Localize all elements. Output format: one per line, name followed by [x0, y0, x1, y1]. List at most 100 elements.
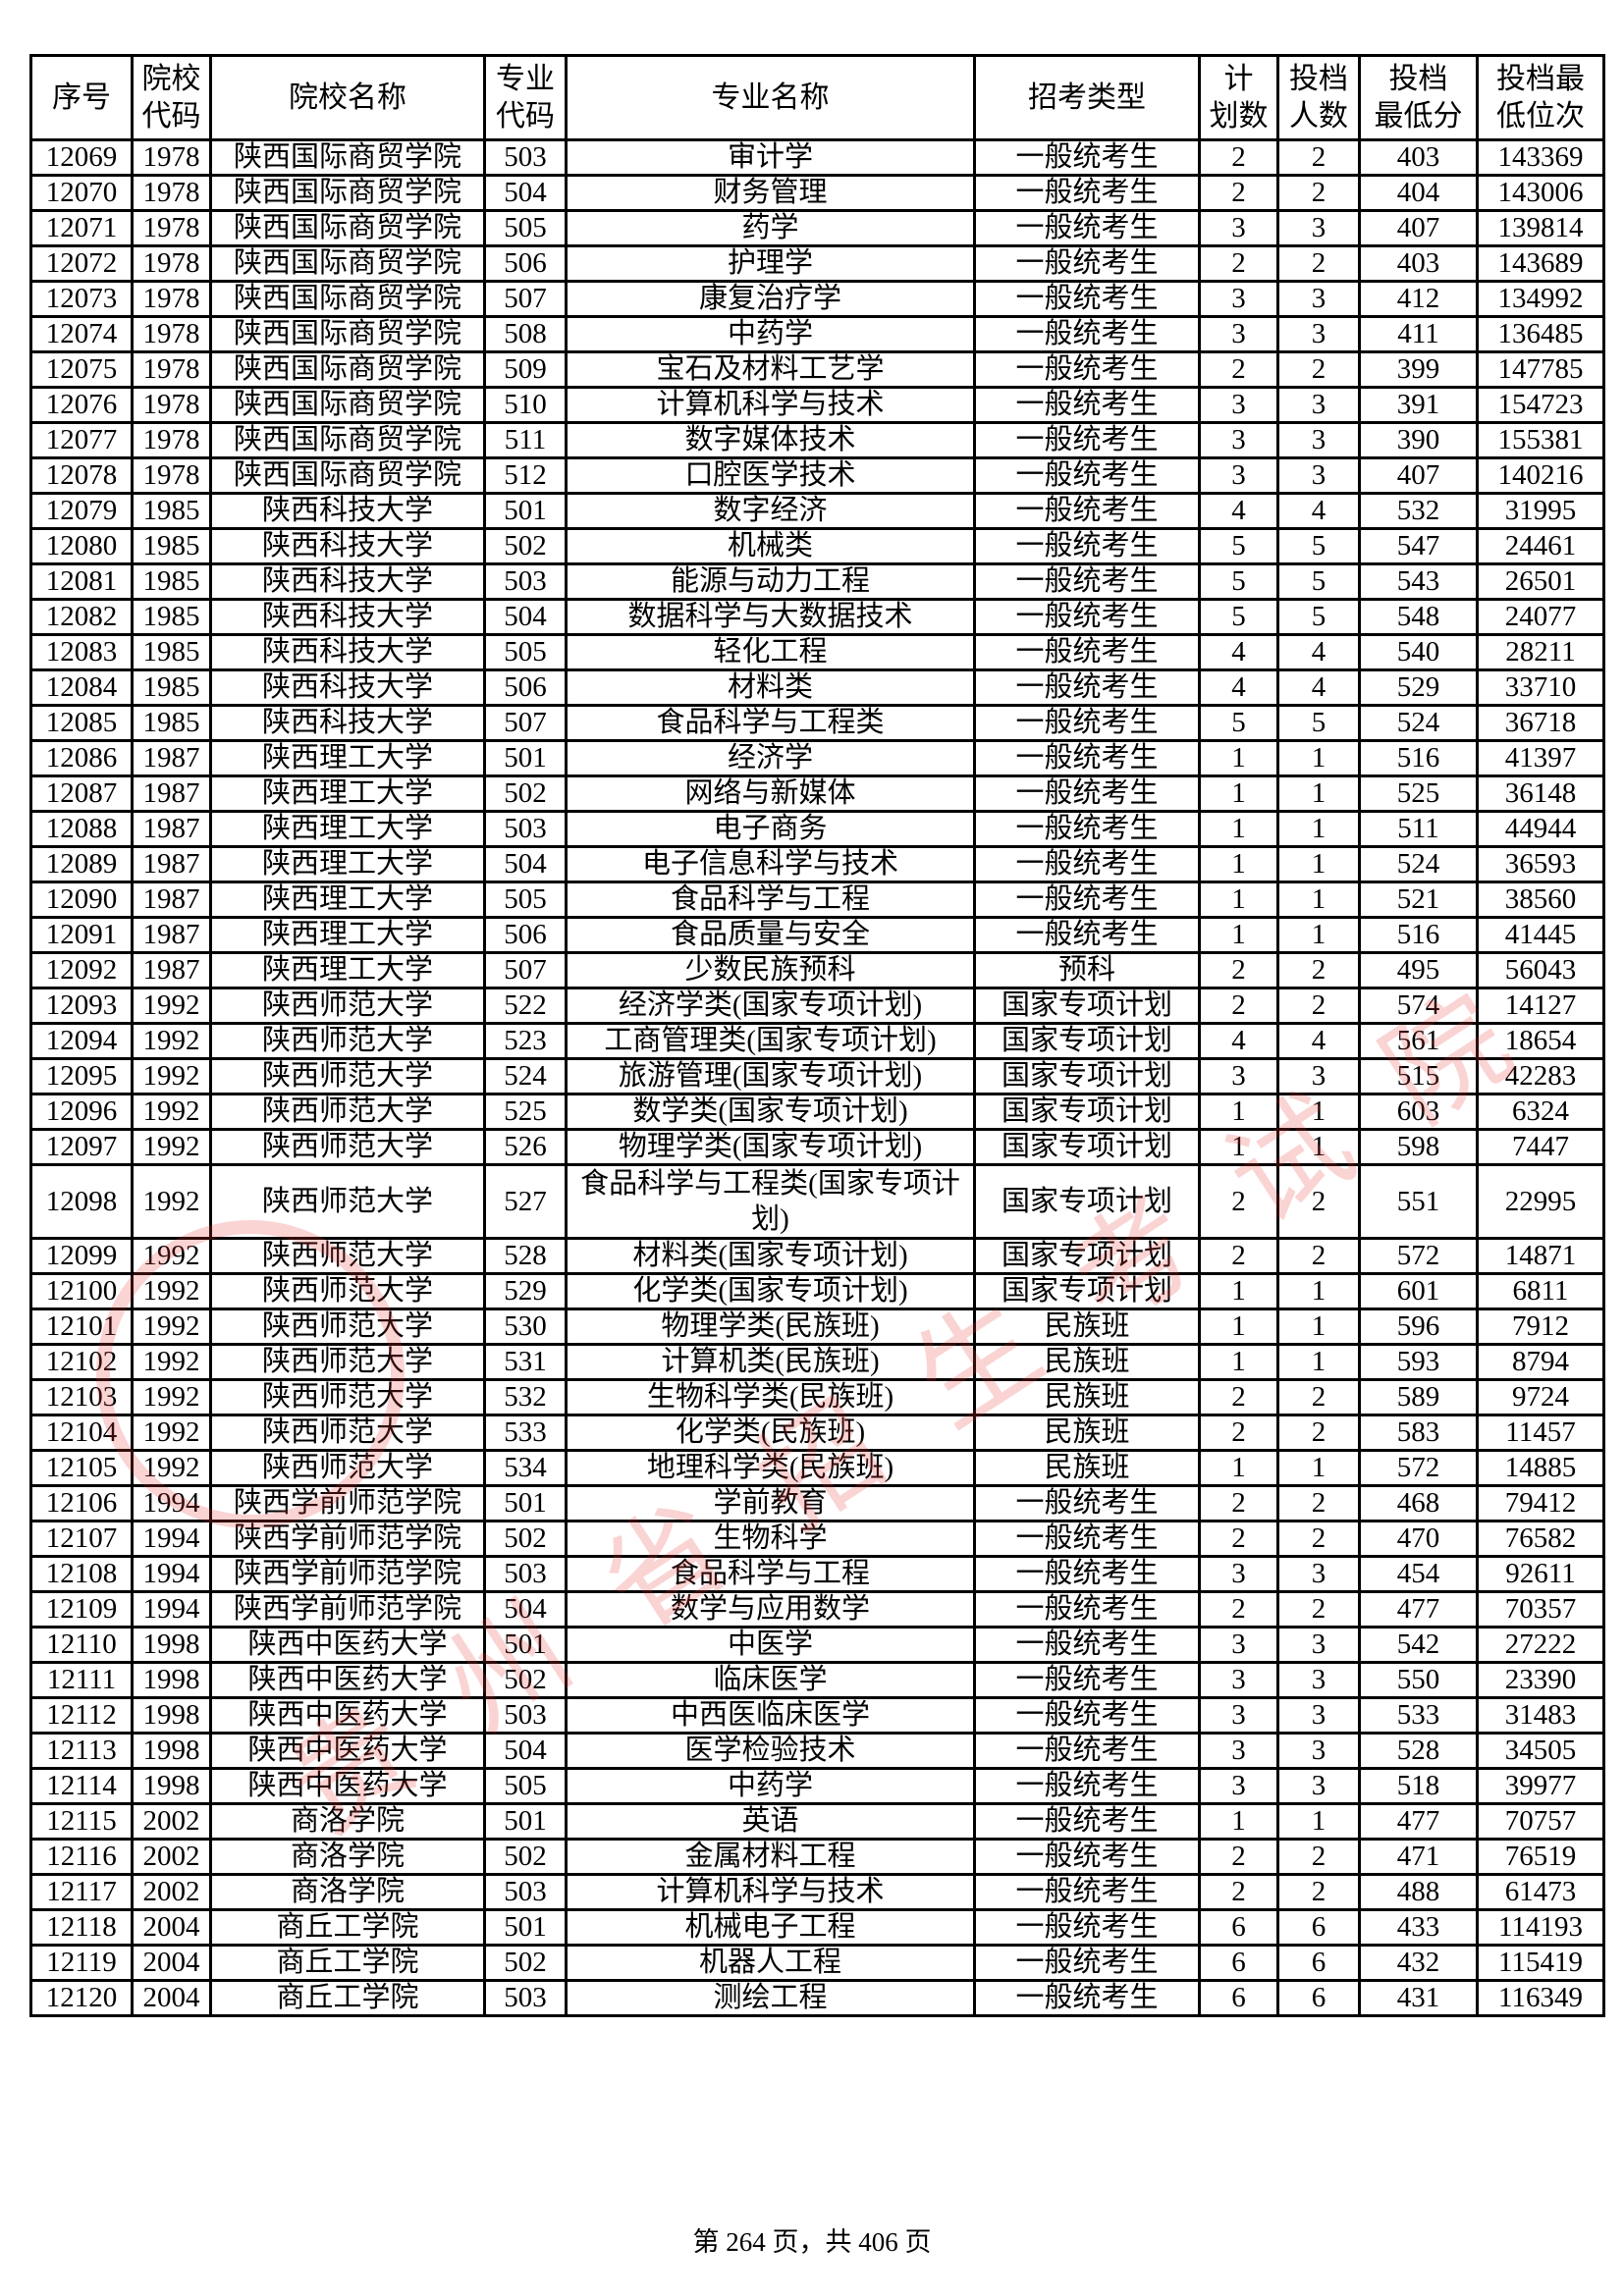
- cell-seq: 12093: [29, 987, 134, 1025]
- cell-school-name: 陕西国际商贸学院: [209, 244, 486, 283]
- cell-plan-count: 4: [1198, 1022, 1279, 1060]
- cell-school-name: 陕西国际商贸学院: [209, 209, 486, 247]
- cell-min-score: 411: [1358, 315, 1479, 353]
- cell-school-code: 1978: [131, 421, 212, 459]
- cell-admitted-count: 2: [1276, 174, 1361, 212]
- cell-min-score: 593: [1358, 1343, 1479, 1381]
- cell-school-code: 2002: [131, 1838, 212, 1876]
- cell-major-name: 能源与动力工程: [565, 562, 976, 601]
- cell-admitted-count: 4: [1276, 1022, 1361, 1060]
- cell-plan-count: 3: [1198, 1555, 1279, 1593]
- cell-major-name: 食品科学与工程类: [565, 704, 976, 742]
- cell-admitted-count: 1: [1276, 1343, 1361, 1381]
- cell-min-rank: 6324: [1476, 1093, 1605, 1131]
- cell-min-score: 524: [1358, 704, 1479, 742]
- cell-admission-type: 一般统考生: [973, 1873, 1201, 1911]
- cell-school-code: 1992: [131, 987, 212, 1025]
- table-row: 12095 1992 陕西师范大学 524 旅游管理(国家专项计划) 国家专项计划 3 3 51…: [29, 1057, 1605, 1095]
- cell-school-name: 陕西理工大学: [209, 951, 486, 989]
- cell-admission-type: 一般统考生: [973, 421, 1201, 459]
- cell-seq: 12076: [29, 386, 134, 424]
- table-row: 12112 1998 陕西中医药大学 503 中西医临床医学 一般统考生 3 3 533 3148…: [29, 1696, 1605, 1735]
- cell-min-rank: 76519: [1476, 1838, 1605, 1876]
- cell-admission-type: 民族班: [973, 1343, 1201, 1381]
- cell-school-name: 陕西国际商贸学院: [209, 315, 486, 353]
- cell-min-score: 470: [1358, 1520, 1479, 1558]
- cell-admission-type: 一般统考生: [973, 598, 1201, 636]
- cell-admission-type: 一般统考生: [973, 1838, 1201, 1876]
- cell-seq: 12070: [29, 174, 134, 212]
- cell-min-rank: 155381: [1476, 421, 1605, 459]
- cell-plan-count: 6: [1198, 1944, 1279, 1982]
- cell-min-score: 403: [1358, 138, 1479, 177]
- cell-major-name: 化学类(国家专项计划): [565, 1272, 976, 1310]
- cell-major-name: 电子商务: [565, 810, 976, 848]
- cell-seq: 12077: [29, 421, 134, 459]
- cell-plan-count: 5: [1198, 562, 1279, 601]
- cell-min-score: 432: [1358, 1944, 1479, 1982]
- cell-major-code: 507: [483, 704, 568, 742]
- cell-school-name: 陕西国际商贸学院: [209, 421, 486, 459]
- cell-admission-type: 一般统考生: [973, 739, 1201, 777]
- table-row: 12092 1987 陕西理工大学 507 少数民族预科 预科 2 2 495 56043: [29, 951, 1605, 989]
- cell-admission-type: 一般统考生: [973, 1484, 1201, 1522]
- table-row: 12114 1998 陕西中医药大学 505 中药学 一般统考生 3 3 518 39977: [29, 1767, 1605, 1805]
- cell-school-name: 陕西理工大学: [209, 916, 486, 954]
- cell-min-rank: 79412: [1476, 1484, 1605, 1522]
- cell-school-code: 1987: [131, 916, 212, 954]
- cell-school-code: 2002: [131, 1802, 212, 1841]
- cell-seq: 12099: [29, 1237, 134, 1275]
- cell-major-code: 529: [483, 1272, 568, 1310]
- cell-admitted-count: 3: [1276, 1057, 1361, 1095]
- cell-admitted-count: 2: [1276, 1873, 1361, 1911]
- cell-major-code: 501: [483, 1802, 568, 1841]
- header-plan-count: 计 划数: [1198, 54, 1279, 141]
- cell-admitted-count: 3: [1276, 1696, 1361, 1735]
- header-school-code: 院校 代码: [131, 54, 212, 141]
- table-row: 12098 1992 陕西师范大学 527 食品科学与工程类(国家专项计划) 国家专项计划…: [29, 1163, 1605, 1240]
- cell-seq: 12073: [29, 280, 134, 318]
- cell-school-code: 1992: [131, 1057, 212, 1095]
- cell-school-name: 陕西师范大学: [209, 1414, 486, 1452]
- cell-major-code: 523: [483, 1022, 568, 1060]
- cell-min-score: 540: [1358, 633, 1479, 671]
- cell-admission-type: 国家专项计划: [973, 1163, 1201, 1240]
- cell-min-rank: 70357: [1476, 1590, 1605, 1629]
- cell-school-name: 商洛学院: [209, 1802, 486, 1841]
- table-row: 12096 1992 陕西师范大学 525 数学类(国家专项计划) 国家专项计划 1 1 603…: [29, 1093, 1605, 1131]
- cell-major-code: 530: [483, 1308, 568, 1346]
- table-row: 12093 1992 陕西师范大学 522 经济学类(国家专项计划) 国家专项计划 2 2 57…: [29, 987, 1605, 1025]
- cell-major-name: 数学与应用数学: [565, 1590, 976, 1629]
- cell-min-rank: 14885: [1476, 1449, 1605, 1487]
- cell-admission-type: 一般统考生: [973, 810, 1201, 848]
- table-row: 12069 1978 陕西国际商贸学院 503 审计学 一般统考生 2 2 403 143369: [29, 138, 1605, 177]
- cell-major-code: 533: [483, 1414, 568, 1452]
- cell-min-rank: 31995: [1476, 492, 1605, 530]
- cell-school-code: 1998: [131, 1732, 212, 1770]
- cell-major-code: 509: [483, 350, 568, 389]
- cell-min-rank: 134992: [1476, 280, 1605, 318]
- cell-min-score: 601: [1358, 1272, 1479, 1310]
- cell-major-code: 506: [483, 668, 568, 707]
- cell-major-code: 504: [483, 845, 568, 883]
- cell-admitted-count: 2: [1276, 1838, 1361, 1876]
- cell-school-name: 陕西科技大学: [209, 598, 486, 636]
- cell-major-code: 506: [483, 916, 568, 954]
- cell-major-code: 532: [483, 1378, 568, 1416]
- cell-major-name: 材料类: [565, 668, 976, 707]
- header-seq: 序号: [29, 54, 134, 141]
- cell-school-code: 1987: [131, 739, 212, 777]
- table-row: 12088 1987 陕西理工大学 503 电子商务 一般统考生 1 1 511 44944: [29, 810, 1605, 848]
- cell-school-name: 陕西国际商贸学院: [209, 386, 486, 424]
- cell-major-code: 506: [483, 244, 568, 283]
- cell-school-code: 1998: [131, 1696, 212, 1735]
- cell-plan-count: 2: [1198, 174, 1279, 212]
- cell-min-rank: 154723: [1476, 386, 1605, 424]
- cell-admission-type: 一般统考生: [973, 1732, 1201, 1770]
- cell-plan-count: 2: [1198, 350, 1279, 389]
- cell-admitted-count: 2: [1276, 350, 1361, 389]
- table-row: 12072 1978 陕西国际商贸学院 506 护理学 一般统考生 2 2 403 143689: [29, 244, 1605, 283]
- cell-admitted-count: 3: [1276, 280, 1361, 318]
- cell-seq: 12087: [29, 774, 134, 813]
- table-row: 12077 1978 陕西国际商贸学院 511 数字媒体技术 一般统考生 3 3 390 1553…: [29, 421, 1605, 459]
